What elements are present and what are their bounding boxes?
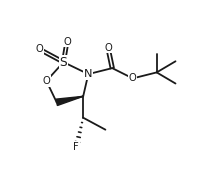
Text: N: N <box>84 69 92 79</box>
Text: O: O <box>63 37 71 47</box>
Text: O: O <box>104 43 112 53</box>
Polygon shape <box>56 96 83 105</box>
Text: O: O <box>36 44 43 54</box>
Text: O: O <box>129 73 137 83</box>
Text: S: S <box>60 56 67 69</box>
Text: O: O <box>43 76 50 86</box>
Text: F: F <box>73 142 79 152</box>
